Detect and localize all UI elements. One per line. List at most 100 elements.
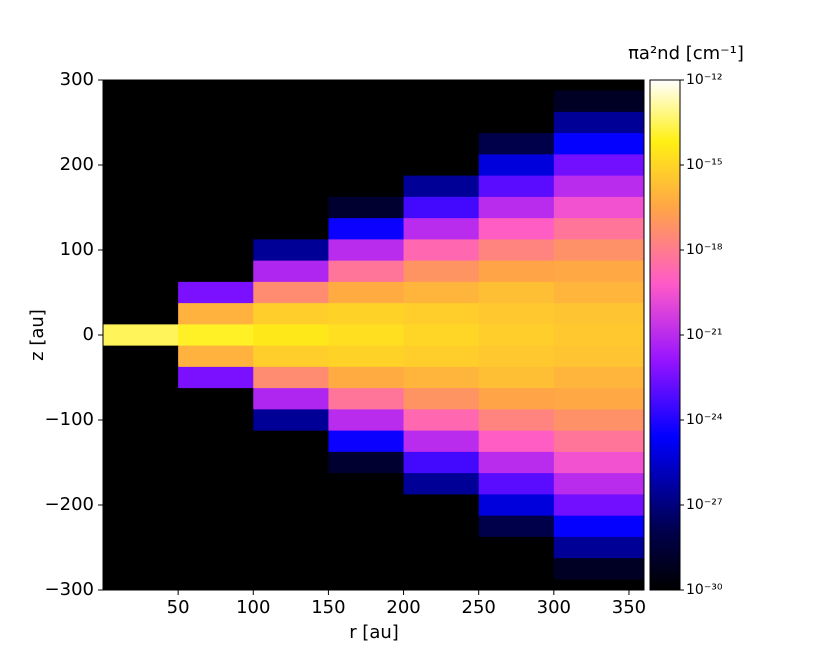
heatmap-cell <box>403 154 480 177</box>
colorbar-tick-label: 10⁻²⁷ <box>686 497 722 513</box>
heatmap-cell <box>478 473 555 495</box>
heatmap-cell <box>478 133 555 155</box>
heatmap-cell <box>403 409 480 432</box>
heatmap-cell <box>253 345 329 368</box>
heatmap-cell <box>178 111 254 134</box>
heatmap-cell <box>328 324 405 347</box>
heatmap-cell <box>328 451 405 474</box>
heatmap-cell <box>328 90 405 113</box>
heatmap-cell <box>328 260 405 283</box>
heatmap-cell <box>103 218 179 240</box>
heatmap-cell <box>403 430 480 453</box>
heatmap-cell <box>403 111 480 134</box>
heatmap-cell <box>103 366 179 389</box>
heatmap-cell <box>478 111 555 134</box>
heatmap-cell <box>478 451 555 474</box>
heatmap-cell <box>553 175 645 198</box>
heatmap-cell <box>328 430 405 453</box>
heatmap-cell <box>553 579 645 591</box>
heatmap-cell <box>103 409 179 432</box>
heatmap-cell <box>403 175 480 198</box>
heatmap-cell <box>103 239 179 262</box>
heatmap-cell <box>103 558 179 580</box>
colorbar-tick-label: 10⁻¹⁸ <box>686 242 723 258</box>
heatmap-cell <box>103 388 179 410</box>
colorbar-tick-label: 10⁻²⁴ <box>686 412 723 428</box>
heatmap-cell <box>178 345 254 368</box>
heatmap-cell <box>178 409 254 432</box>
heatmap-cell <box>253 303 329 325</box>
heatmap-cell <box>253 80 329 92</box>
heatmap-cell <box>103 111 179 134</box>
heatmap-cell <box>103 154 179 177</box>
heatmap-cell <box>178 579 254 591</box>
heatmap-cell <box>478 494 555 517</box>
heatmap-cell <box>553 494 645 517</box>
heatmap-cell <box>553 281 645 304</box>
heatmap-cell <box>253 196 329 219</box>
heatmap-cell <box>178 154 254 177</box>
heatmap-cell <box>253 451 329 474</box>
heatmap-cell <box>553 515 645 538</box>
heatmap-cell <box>403 366 480 389</box>
heatmap-cell <box>478 515 555 538</box>
heatmap-cell <box>253 536 329 559</box>
heatmap-cell <box>253 239 329 262</box>
heatmap-cell <box>328 473 405 495</box>
heatmap-cell <box>103 80 179 92</box>
heatmap-cell <box>178 281 254 304</box>
heatmap-cell <box>478 536 555 559</box>
heatmap-cell <box>178 260 254 283</box>
heatmap-cell <box>328 80 405 92</box>
colorbar-tick-label: 10⁻²¹ <box>686 327 722 343</box>
heatmap-cell <box>178 430 254 453</box>
heatmap-cell <box>178 366 254 389</box>
heatmap-cell <box>328 239 405 262</box>
y-tick-label: −200 <box>45 494 94 515</box>
heatmap-cell <box>328 345 405 368</box>
heatmap-cell <box>553 80 645 92</box>
heatmap-cell <box>553 196 645 219</box>
heatmap-cell <box>553 154 645 177</box>
heatmap-cell <box>103 260 179 283</box>
heatmap-cell <box>478 345 555 368</box>
heatmap-cell <box>328 579 405 591</box>
heatmap-cell <box>103 536 179 559</box>
heatmap-cell <box>253 324 329 347</box>
heatmap-cell <box>478 260 555 283</box>
heatmap-cell <box>178 133 254 155</box>
heatmap-cell <box>403 324 480 347</box>
heatmap-cell <box>478 175 555 198</box>
heatmap-cell <box>403 281 480 304</box>
heatmap-cell <box>553 111 645 134</box>
heatmap-cell <box>403 196 480 219</box>
heatmap-cell <box>253 409 329 432</box>
heatmap-cell <box>328 536 405 559</box>
heatmap-cell <box>403 345 480 368</box>
heatmap-cell <box>553 536 645 559</box>
heatmap-cell <box>178 80 254 92</box>
heatmap-cell <box>553 324 645 347</box>
heatmap-cell <box>178 218 254 240</box>
heatmap-cell <box>178 303 254 325</box>
heatmap-cell <box>178 90 254 113</box>
heatmap-cell <box>553 133 645 155</box>
heatmap-cell <box>103 324 179 347</box>
heatmap-cell <box>403 558 480 580</box>
heatmap-cell <box>553 239 645 262</box>
heatmap-cell <box>103 494 179 517</box>
heatmap-cell <box>103 579 179 591</box>
x-tick-label: 300 <box>537 597 571 618</box>
heatmap-cell <box>328 154 405 177</box>
colorbar-tick-label: 10⁻¹⁵ <box>686 157 722 173</box>
heatmap-cell <box>178 473 254 495</box>
x-tick-label: 100 <box>236 597 270 618</box>
heatmap-cell <box>178 558 254 580</box>
heatmap-cell <box>328 366 405 389</box>
heatmap-cell <box>328 388 405 410</box>
colorbar-tick-label: 10⁻³⁰ <box>686 582 723 598</box>
heatmap-cell <box>103 281 179 304</box>
heatmap-cell <box>478 388 555 410</box>
heatmap-cell <box>178 494 254 517</box>
